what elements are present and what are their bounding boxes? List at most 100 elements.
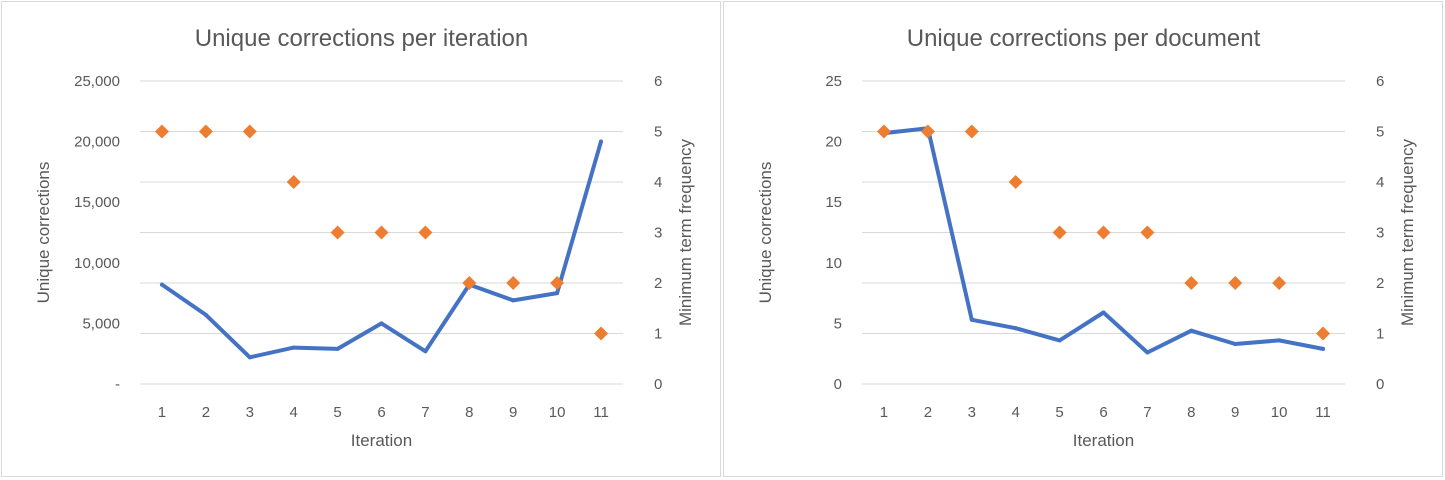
x-tick-label: 5 <box>1055 404 1063 421</box>
diamond-marker <box>550 276 565 290</box>
y2-tick-label: 6 <box>654 73 662 90</box>
diamond-marker <box>1140 225 1155 240</box>
x-tick-label: 8 <box>465 404 473 421</box>
y-tick-label: 5,000 <box>82 315 120 332</box>
diamond-marker <box>154 124 169 139</box>
y2-tick-label: 2 <box>654 275 662 292</box>
diamond-marker <box>1008 175 1023 189</box>
x-tick-label: 9 <box>509 404 517 421</box>
y2-tick-label: 0 <box>1376 376 1384 393</box>
x-tick-label: 7 <box>1143 404 1151 421</box>
line-point <box>1013 326 1018 331</box>
chart-title: Unique corrections per iteration <box>195 25 529 52</box>
y2-tick-label: 5 <box>1376 124 1384 141</box>
x-tick-label: 4 <box>1012 404 1020 421</box>
x-tick-label: 10 <box>1271 404 1288 421</box>
diamond-marker <box>1096 225 1111 240</box>
x-tick-label: 2 <box>202 404 210 421</box>
diamond-marker <box>506 276 521 290</box>
y2-tick-label: 4 <box>654 174 662 191</box>
y2-tick-label: 5 <box>654 124 662 141</box>
y2-tick-label: 3 <box>1376 225 1384 242</box>
line-point <box>1145 350 1150 355</box>
y-tick-label: - <box>115 376 120 393</box>
x-tick-label: 7 <box>421 404 429 421</box>
y2-tick-label: 4 <box>1376 174 1384 191</box>
y-tick-label: 10 <box>825 255 842 272</box>
diamond-marker <box>920 124 935 139</box>
line-point <box>1233 342 1238 347</box>
x-tick-label: 8 <box>1187 404 1195 421</box>
x-tick-label: 4 <box>290 404 298 421</box>
chart-unique-corrections-per-document: Unique corrections per document051015202… <box>756 25 1417 450</box>
line-point <box>203 312 208 317</box>
chart-unique-corrections-per-iteration: Unique corrections per iteration-5,00010… <box>34 25 695 450</box>
y-tick-label: 15,000 <box>74 194 120 211</box>
x-tick-label: 6 <box>1099 404 1107 421</box>
line-series <box>882 126 1325 355</box>
line-point <box>599 139 604 144</box>
diamond-marker <box>462 276 477 290</box>
y-tick-label: 0 <box>834 376 842 393</box>
x-tick-label: 9 <box>1231 404 1239 421</box>
line-point <box>1101 310 1106 315</box>
line-point <box>379 321 384 326</box>
y2-axis-label: Minimum term frequency <box>1398 138 1417 326</box>
y-axis-label: Unique corrections <box>756 162 775 304</box>
y-tick-label: 20 <box>825 134 842 151</box>
diamond-marker <box>1316 326 1331 341</box>
x-tick-label: 5 <box>333 404 341 421</box>
x-axis-label: Iteration <box>1073 431 1134 450</box>
y2-axis-label: Minimum term frequency <box>676 138 695 326</box>
diamond-marker <box>1228 276 1243 290</box>
x-tick-label: 6 <box>377 404 385 421</box>
y-tick-label: 10,000 <box>74 255 120 272</box>
y2-tick-label: 0 <box>654 376 662 393</box>
line-point <box>511 298 516 303</box>
y-tick-label: 20,000 <box>74 134 120 151</box>
y2-tick-label: 6 <box>1376 73 1384 90</box>
diamond-marker <box>418 225 433 240</box>
chart-title: Unique corrections per document <box>907 25 1261 52</box>
x-tick-label: 1 <box>158 404 166 421</box>
line-point <box>159 282 164 287</box>
x-tick-label: 3 <box>968 404 976 421</box>
diamond-marker <box>1052 225 1067 240</box>
chart-panel-document: Unique corrections per document 0 5 10 15 20 2… <box>723 1 1443 477</box>
chart-panel-iteration: Unique corrections per iteration -5,000 10… <box>1 1 721 477</box>
line-point <box>555 291 560 296</box>
x-tick-label: 3 <box>246 404 254 421</box>
diamond-marker <box>198 124 213 139</box>
x-tick-label: 11 <box>593 404 609 421</box>
x-tick-label: 11 <box>1315 404 1331 421</box>
y-tick-label: 25 <box>825 73 842 90</box>
x-tick-label: 10 <box>549 404 566 421</box>
diamond-marker <box>1184 276 1199 290</box>
y-axis-label: Unique corrections <box>34 162 53 304</box>
diamond-marker <box>1272 276 1287 290</box>
line-point <box>1189 328 1194 333</box>
y-tick-label: 15 <box>825 194 842 211</box>
diamond-marker <box>964 124 979 139</box>
line-point <box>291 345 296 350</box>
y2-tick-label: 2 <box>1376 275 1384 292</box>
x-tick-label: 1 <box>880 404 888 421</box>
line-point <box>1057 338 1062 343</box>
y2-tick-label: 3 <box>654 225 662 242</box>
line-point <box>423 349 428 354</box>
diamond-marker <box>594 326 609 341</box>
line-point <box>335 346 340 351</box>
diamond-marker <box>242 124 257 139</box>
x-axis-label: Iteration <box>351 431 412 450</box>
diamond-marker <box>876 124 891 139</box>
y2-tick-label: 1 <box>654 326 662 343</box>
line-point <box>1277 338 1282 343</box>
y2-tick-label: 1 <box>1376 326 1384 343</box>
line-point <box>247 355 252 360</box>
y-tick-label: 25,000 <box>74 73 120 90</box>
diamond-marker <box>286 175 301 189</box>
line-point <box>969 317 974 322</box>
diamond-marker <box>374 225 389 240</box>
x-tick-label: 2 <box>924 404 932 421</box>
line-point <box>1321 346 1326 351</box>
